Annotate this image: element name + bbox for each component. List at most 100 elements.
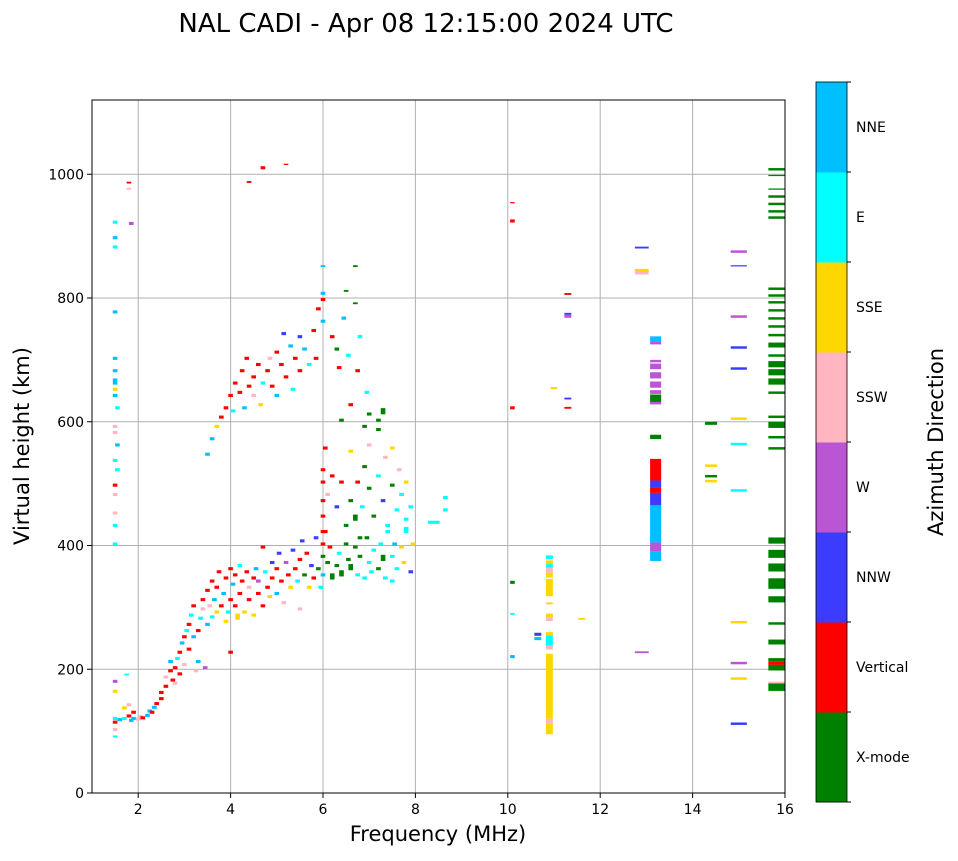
data-point-w: [730, 315, 747, 318]
data-point-nne: [341, 316, 347, 320]
data-point-nnw: [380, 499, 386, 503]
data-point-vertical: [158, 697, 164, 701]
data-point-sse: [348, 449, 354, 453]
data-point-x-mode: [768, 317, 785, 320]
data-point-vertical: [186, 622, 192, 626]
data-point-ssw: [112, 728, 118, 732]
data-point-sse: [258, 403, 263, 407]
colorbar-label: Azimuth Direction: [924, 348, 948, 536]
data-point-vertical: [237, 390, 243, 394]
data-point-w: [650, 390, 662, 394]
data-point-x-mode: [768, 378, 785, 385]
data-point-x-mode: [339, 418, 344, 422]
data-point-ssw: [366, 443, 372, 447]
data-point-nnw: [730, 346, 747, 349]
data-point-x-mode: [768, 683, 785, 691]
data-point-vertical: [239, 579, 245, 583]
data-point-vertical: [256, 591, 261, 595]
data-point-e: [359, 505, 365, 509]
data-point-e: [112, 458, 118, 462]
data-point-x-mode: [768, 369, 785, 376]
data-point-e: [389, 579, 395, 583]
data-point-e: [290, 387, 296, 391]
colorbar-swatch: [816, 172, 847, 263]
colorbar-swatch: [816, 262, 847, 353]
data-point-vertical: [348, 403, 354, 407]
data-point-sse: [389, 446, 395, 450]
data-point-ssw: [112, 492, 118, 496]
data-point-vertical: [112, 483, 118, 487]
data-point-nne: [112, 378, 118, 385]
data-point-x-mode: [768, 596, 785, 603]
data-point-e: [408, 505, 414, 509]
data-point-vertical: [336, 366, 342, 370]
data-point-nne: [274, 591, 280, 595]
data-point-vertical: [232, 381, 238, 385]
data-point-nnw: [650, 492, 662, 506]
data-point-vertical: [195, 629, 201, 633]
data-point-x-mode: [768, 415, 785, 419]
data-point-x-mode: [510, 580, 515, 584]
x-tick-label: 12: [591, 802, 609, 818]
data-point-vertical: [163, 684, 169, 688]
data-point-nne: [320, 265, 326, 268]
colorbar-frame: [815, 81, 848, 803]
data-point-e: [336, 551, 342, 555]
data-point-vertical: [292, 567, 298, 571]
data-point-w: [730, 250, 747, 253]
data-point-vertical: [219, 415, 224, 419]
data-point-x-mode: [346, 557, 351, 561]
data-point-nne: [205, 452, 210, 456]
data-point-x-mode: [334, 564, 340, 568]
data-point-vertical: [320, 542, 326, 546]
data-point-vertical: [216, 570, 222, 574]
data-point-ssw: [135, 717, 141, 721]
y-tick-label: 400: [57, 539, 84, 555]
data-point-ssw: [281, 601, 287, 605]
data-point-vertical: [228, 567, 233, 571]
data-point-sse: [223, 619, 229, 623]
data-point-nnw: [309, 564, 314, 568]
data-point-e: [385, 523, 390, 527]
data-point-nne: [115, 443, 120, 447]
data-point-e: [369, 570, 374, 574]
data-point-sse: [214, 424, 220, 428]
data-point-vertical: [239, 369, 245, 373]
data-point-x-mode: [362, 465, 367, 469]
data-point-x-mode: [371, 514, 377, 518]
data-point-vertical: [126, 181, 132, 184]
data-point-vertical: [311, 576, 317, 580]
data-point-sse: [403, 480, 409, 484]
x-tick-label: 8: [411, 802, 420, 818]
data-point-nnw: [408, 570, 414, 574]
data-point-nne: [117, 718, 123, 722]
data-point-ssw: [193, 669, 199, 673]
data-point-x-mode: [376, 418, 381, 422]
data-point-x-mode: [316, 567, 321, 571]
data-point-vertical: [265, 369, 270, 373]
data-point-ssw: [207, 604, 213, 608]
data-point-sse: [235, 613, 240, 620]
data-point-vertical: [650, 487, 662, 493]
data-point-sse: [705, 464, 718, 467]
data-point-vertical: [126, 714, 132, 718]
data-point-ssw: [126, 703, 132, 707]
data-point-e: [428, 520, 440, 524]
data-point-w: [128, 221, 134, 225]
colorbar-tick-label: SSW: [856, 390, 888, 406]
data-point-e: [122, 716, 127, 720]
data-point-vertical: [168, 669, 173, 673]
data-point-vertical: [564, 293, 572, 295]
data-point-vertical: [320, 480, 326, 484]
colorbar-tick-label: NNW: [856, 570, 891, 586]
data-point-x-mode: [353, 302, 358, 305]
data-point-x-mode: [768, 195, 785, 198]
data-point-vertical: [274, 567, 280, 571]
data-point-sse: [545, 560, 553, 565]
data-point-vertical: [283, 163, 289, 165]
data-point-e: [260, 381, 266, 385]
data-point-w: [650, 341, 662, 345]
data-point-e: [237, 564, 243, 568]
data-point-vertical: [283, 375, 289, 379]
data-point-nne: [168, 659, 173, 664]
